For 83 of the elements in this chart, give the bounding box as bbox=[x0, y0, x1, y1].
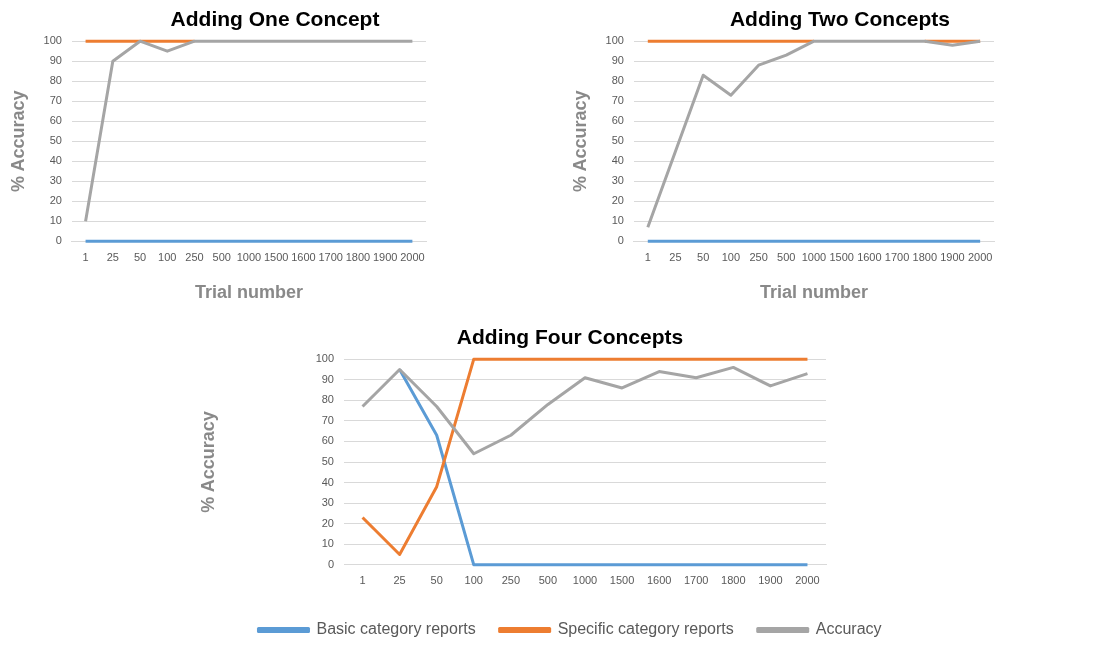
x-tick-label: 1700 bbox=[683, 574, 709, 587]
y-tick-label: 80 bbox=[49, 74, 62, 87]
chart-title: Adding One Concept bbox=[170, 7, 380, 31]
x-tick-label: 1000 bbox=[236, 250, 262, 263]
x-tick-label: 1900 bbox=[372, 250, 398, 263]
y-tick-label: 70 bbox=[611, 94, 624, 107]
legend-label: Specific category reports bbox=[557, 620, 734, 638]
x-tick-label: 500 bbox=[212, 250, 231, 263]
x-tick-label: 250 bbox=[749, 250, 768, 263]
x-tick-label: 1500 bbox=[609, 574, 635, 587]
x-tick-label: 1900 bbox=[940, 250, 965, 263]
y-axis-title: % Accuracy bbox=[569, 90, 590, 192]
x-tick-label: 100 bbox=[158, 250, 177, 263]
y-tick-label: 80 bbox=[611, 74, 624, 87]
x-tick-label: 1 bbox=[82, 250, 89, 263]
y-tick-label: 100 bbox=[43, 34, 62, 47]
x-tick-label: 25 bbox=[669, 250, 682, 263]
legend-label: Accuracy bbox=[815, 620, 882, 638]
y-tick-label: 30 bbox=[321, 496, 334, 509]
x-tick-label: 2000 bbox=[967, 250, 993, 263]
y-tick-label: 50 bbox=[321, 455, 334, 468]
x-tick-label: 50 bbox=[430, 574, 443, 587]
x-tick-label: 25 bbox=[393, 574, 406, 587]
x-tick-label: 1 bbox=[644, 250, 651, 263]
y-tick-label: 100 bbox=[605, 34, 624, 47]
x-tick-label: 50 bbox=[697, 250, 710, 263]
chart-title: Adding Four Concepts bbox=[456, 325, 684, 349]
y-tick-label: 40 bbox=[611, 154, 624, 167]
y-tick-label: 10 bbox=[611, 214, 624, 227]
x-tick-label: 1800 bbox=[345, 250, 371, 263]
y-tick-label: 60 bbox=[321, 434, 334, 447]
x-tick-label: 1900 bbox=[758, 574, 783, 587]
y-tick-label: 100 bbox=[315, 352, 334, 365]
x-tick-label: 1500 bbox=[829, 250, 854, 263]
y-tick-label: 90 bbox=[321, 372, 334, 385]
y-tick-label: 90 bbox=[49, 54, 62, 67]
y-tick-label: 40 bbox=[49, 154, 62, 167]
x-tick-label: 1800 bbox=[912, 250, 937, 263]
y-tick-label: 0 bbox=[617, 234, 624, 247]
y-tick-label: 30 bbox=[611, 174, 624, 187]
y-tick-label: 90 bbox=[611, 54, 624, 67]
y-tick-label: 70 bbox=[49, 94, 62, 107]
x-tick-label: 250 bbox=[501, 574, 521, 587]
y-tick-label: 20 bbox=[611, 194, 624, 207]
x-tick-label: 2000 bbox=[795, 574, 820, 587]
x-tick-label: 500 bbox=[538, 574, 558, 587]
x-tick-label: 2000 bbox=[400, 250, 425, 263]
y-tick-label: 70 bbox=[321, 413, 334, 426]
x-tick-label: 100 bbox=[721, 250, 741, 263]
y-tick-label: 60 bbox=[49, 114, 62, 127]
y-tick-label: 0 bbox=[327, 557, 334, 570]
x-tick-label: 250 bbox=[185, 250, 204, 263]
y-tick-label: 80 bbox=[321, 393, 334, 406]
y-tick-label: 0 bbox=[55, 234, 62, 247]
x-tick-label: 1600 bbox=[291, 250, 316, 263]
legend-label: Basic category reports bbox=[316, 620, 476, 638]
y-axis-title: % Accuracy bbox=[7, 90, 28, 192]
x-tick-label: 1600 bbox=[857, 250, 882, 263]
x-axis-title: Trial number bbox=[194, 282, 303, 303]
x-tick-label: 1700 bbox=[884, 250, 910, 263]
x-tick-label: 100 bbox=[464, 574, 483, 587]
y-tick-label: 20 bbox=[49, 194, 62, 207]
x-axis-title: Trial number bbox=[759, 282, 868, 303]
x-tick-label: 25 bbox=[106, 250, 119, 263]
y-tick-label: 20 bbox=[321, 516, 334, 529]
x-tick-label: 500 bbox=[777, 250, 796, 263]
y-tick-label: 60 bbox=[611, 114, 624, 127]
x-tick-label: 1600 bbox=[646, 574, 672, 587]
y-tick-label: 40 bbox=[321, 475, 334, 488]
x-tick-label: 1700 bbox=[318, 250, 343, 263]
x-tick-label: 1800 bbox=[721, 574, 746, 587]
chart-title: Adding Two Concepts bbox=[729, 7, 951, 31]
x-tick-label: 50 bbox=[133, 250, 147, 263]
x-tick-label: 1000 bbox=[801, 250, 827, 263]
x-tick-label: 1 bbox=[359, 574, 366, 587]
y-tick-label: 50 bbox=[611, 134, 624, 147]
y-tick-label: 30 bbox=[49, 174, 62, 187]
y-tick-label: 10 bbox=[49, 214, 62, 227]
x-tick-label: 1000 bbox=[572, 574, 598, 587]
y-tick-label: 50 bbox=[49, 134, 62, 147]
y-axis-title: % Accuracy bbox=[197, 411, 218, 513]
y-tick-label: 10 bbox=[321, 537, 334, 550]
x-tick-label: 1500 bbox=[263, 250, 289, 263]
